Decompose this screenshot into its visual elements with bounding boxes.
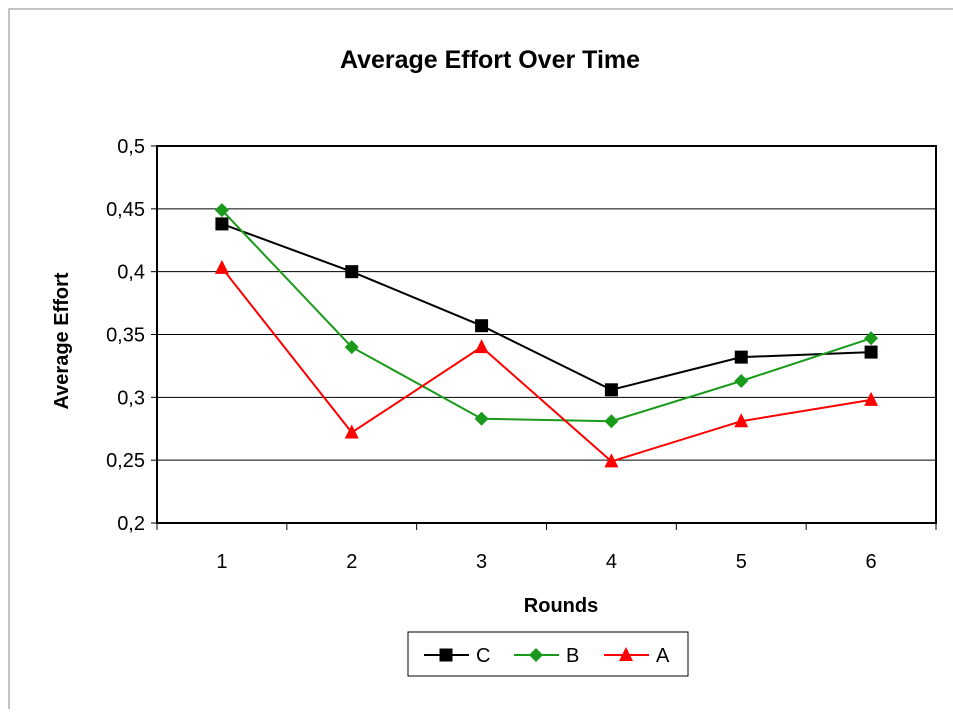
data-point-C: [215, 217, 229, 231]
legend-marker: [529, 648, 543, 662]
y-tick-label: 0,35: [106, 325, 145, 347]
data-point-C: [604, 383, 618, 397]
y-tick-label: 0,4: [117, 262, 145, 284]
x-axis: 1 2 3 4 5 6: [156, 523, 937, 573]
x-tick-label: 1: [216, 551, 227, 573]
chart-title: Average Effort Over Time: [340, 46, 640, 74]
data-point-C: [864, 345, 878, 359]
x-tick-label: 5: [736, 551, 747, 573]
legend-label: C: [476, 645, 490, 667]
data-point-A: [864, 391, 879, 406]
series-line-B: [221, 209, 872, 423]
y-tick-label: 0,45: [106, 199, 145, 221]
y-tick-label: 0,25: [106, 450, 145, 472]
data-point-B: [734, 373, 749, 388]
x-axis-label: Rounds: [524, 595, 598, 617]
legend-marker: [619, 647, 633, 661]
data-point-C: [734, 350, 748, 364]
legend-marker: [439, 648, 453, 662]
series-A: [214, 259, 879, 468]
legend-item-C: C: [424, 645, 490, 667]
legend-label: A: [656, 645, 670, 667]
series-C: [215, 217, 878, 397]
x-tick-label: 4: [606, 551, 617, 573]
gridlines: [157, 208, 936, 461]
x-tick-label: 3: [476, 551, 487, 573]
data-point-A: [734, 413, 749, 428]
legend-item-A: A: [604, 645, 670, 667]
y-axis-label: Average Effort: [51, 272, 73, 409]
data-point-A: [474, 339, 489, 354]
data-point-B: [604, 414, 619, 429]
data-point-A: [344, 424, 359, 439]
y-tick-label: 0,5: [117, 136, 145, 158]
x-tick-label: 2: [346, 551, 357, 573]
series-line-C: [221, 222, 872, 391]
legend-item-B: B: [514, 645, 579, 667]
data-point-A: [604, 453, 619, 468]
series-B: [214, 203, 879, 429]
data-point-B: [344, 340, 359, 355]
data-point-C: [345, 265, 359, 279]
data-point-B: [474, 411, 489, 426]
data-point-C: [475, 319, 489, 333]
data-point-A: [214, 259, 229, 274]
legend-label: B: [566, 645, 579, 667]
data-point-B: [864, 331, 879, 346]
y-tick-label: 0,3: [117, 387, 145, 409]
data-point-B: [214, 203, 229, 218]
series-line-A: [221, 267, 872, 463]
series-layer: [214, 203, 879, 468]
y-tick-label: 0,2: [117, 513, 145, 535]
x-tick-label: 6: [866, 551, 877, 573]
y-axis: 0,2 0,25 0,3 0,35 0,4 0,45 0,5: [106, 136, 157, 535]
